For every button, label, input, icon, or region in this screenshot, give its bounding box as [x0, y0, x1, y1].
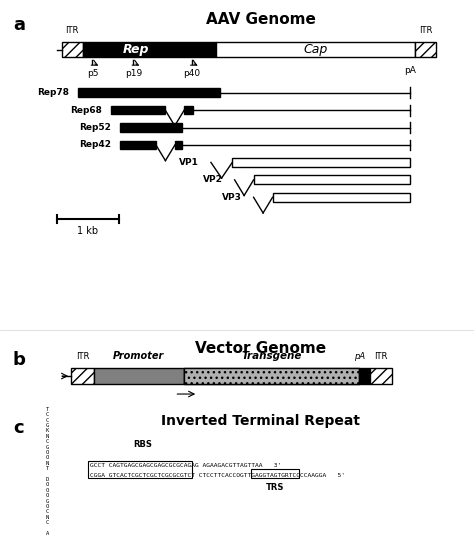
Bar: [94, 368, 184, 384]
Text: Vector Genome: Vector Genome: [195, 341, 326, 356]
Bar: [88, 461, 192, 478]
Bar: [370, 368, 392, 384]
Text: ITR: ITR: [419, 26, 432, 35]
Text: CGGA GTCACTCGCTCGCTCGCGCGTCT CTCCTTCACCOGTTGAGGTAGTGRTCCCCAAGGA   5': CGGA GTCACTCGCTCGCTCGCGCGTCT CTCCTTCACCO…: [90, 473, 345, 478]
Bar: [175, 141, 182, 149]
Text: Rep68: Rep68: [70, 106, 102, 114]
Text: TRS: TRS: [266, 483, 284, 492]
Text: a: a: [13, 15, 25, 34]
Text: p19: p19: [125, 69, 142, 78]
Bar: [120, 123, 182, 132]
Text: ITR: ITR: [65, 26, 79, 35]
Text: ITR: ITR: [374, 352, 388, 361]
Text: T
C
C
G
K
N
C
G
O
O
N
T
 
D
O
O
O
G
O
C
N
C
 
A: T C C G K N C G O O N T D O O O G O C N …: [46, 407, 49, 536]
Bar: [184, 368, 359, 384]
Text: pA: pA: [404, 66, 416, 75]
Text: AAV Genome: AAV Genome: [206, 11, 316, 27]
Text: VP3: VP3: [222, 193, 242, 202]
Bar: [216, 42, 415, 57]
Bar: [83, 42, 216, 57]
Text: Promoter: Promoter: [113, 352, 164, 361]
Text: b: b: [12, 350, 26, 369]
Bar: [273, 193, 410, 202]
Text: GCCT CAGTGAGCGAGCGAGCGCGCAGAG AGAAGACGTTAGTTAA   3': GCCT CAGTGAGCGAGCGAGCGCGCAGAG AGAAGACGTT…: [90, 463, 281, 469]
Bar: [232, 158, 410, 167]
Text: Rep78: Rep78: [36, 88, 69, 97]
Text: 1 kb: 1 kb: [77, 226, 98, 236]
Text: Rep52: Rep52: [79, 123, 110, 132]
Bar: [359, 368, 370, 384]
Text: p5: p5: [87, 69, 98, 78]
Bar: [415, 42, 436, 57]
Text: ITR: ITR: [76, 352, 89, 361]
Text: pA: pA: [354, 352, 365, 361]
Bar: [254, 175, 410, 184]
Text: c: c: [14, 419, 24, 437]
Text: Transgene: Transgene: [241, 352, 302, 361]
Bar: [184, 368, 359, 384]
Text: p40: p40: [183, 69, 201, 78]
Text: Inverted Terminal Repeat: Inverted Terminal Repeat: [161, 414, 360, 428]
Bar: [62, 42, 83, 57]
Text: RBS: RBS: [133, 440, 152, 449]
Bar: [78, 88, 220, 97]
Text: VP2: VP2: [203, 175, 223, 184]
Bar: [120, 141, 156, 149]
Bar: [71, 368, 94, 384]
Text: Rep42: Rep42: [79, 141, 110, 149]
Text: Rep: Rep: [123, 43, 149, 56]
Text: VP1: VP1: [179, 158, 199, 167]
Bar: [251, 469, 299, 478]
Bar: [111, 106, 165, 114]
Bar: [184, 106, 193, 114]
Text: Cap: Cap: [303, 43, 328, 56]
